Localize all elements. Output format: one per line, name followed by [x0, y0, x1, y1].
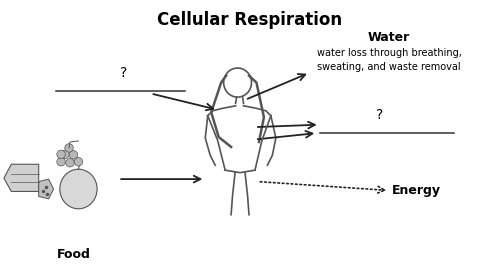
Ellipse shape [74, 158, 82, 166]
Polygon shape [4, 164, 38, 191]
Text: ?: ? [376, 108, 383, 122]
Ellipse shape [66, 158, 74, 167]
Text: Energy: Energy [392, 184, 440, 197]
Polygon shape [38, 179, 54, 199]
Ellipse shape [61, 150, 70, 158]
Text: water loss through breathing,
sweating, and waste removal: water loss through breathing, sweating, … [317, 48, 462, 72]
Text: Cellular Respiration: Cellular Respiration [158, 11, 342, 29]
Ellipse shape [60, 169, 97, 209]
Ellipse shape [70, 151, 78, 159]
Text: Food: Food [56, 248, 90, 261]
Ellipse shape [57, 150, 66, 158]
Text: Water: Water [368, 30, 410, 43]
Ellipse shape [57, 158, 66, 166]
Text: ?: ? [120, 66, 127, 80]
Ellipse shape [65, 144, 73, 152]
